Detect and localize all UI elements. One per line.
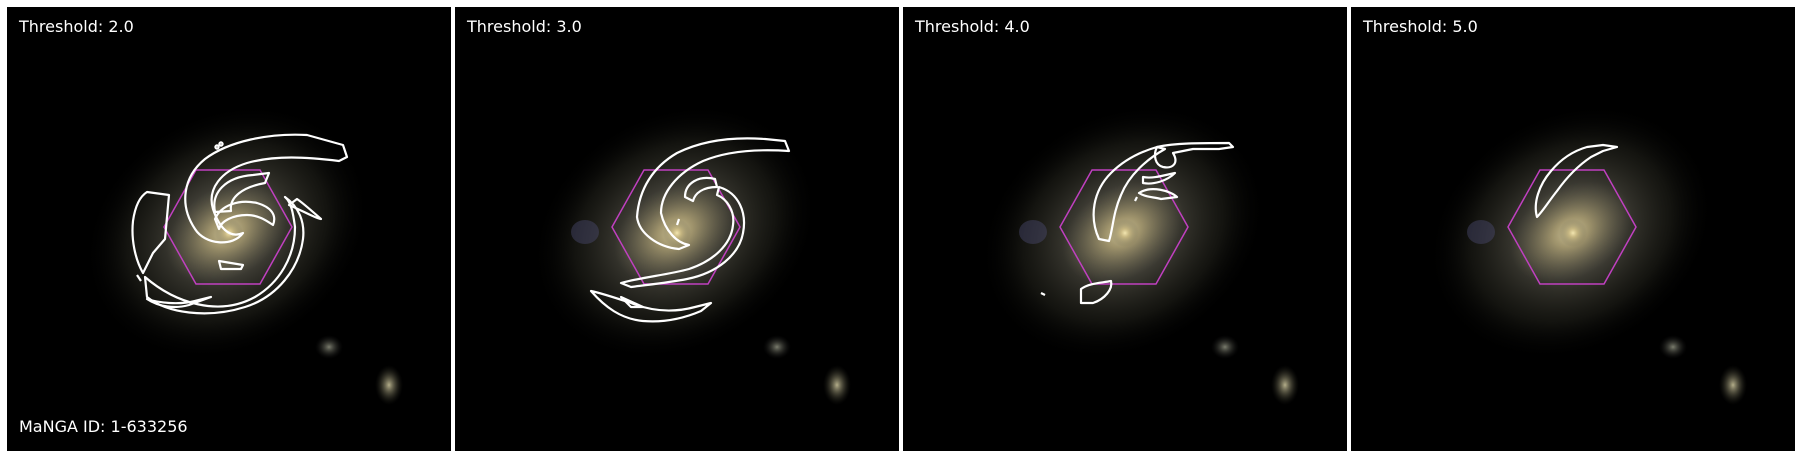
threshold-contour [1534, 143, 1619, 219]
threshold-label: Threshold: 5.0 [1363, 17, 1478, 36]
galaxy-panel-threshold-4: Threshold: 4.0 [903, 7, 1347, 451]
ifu-hexagon [163, 169, 293, 285]
manga-id-label: MaNGA ID: 1-633256 [19, 417, 188, 436]
galaxy-image [979, 103, 1299, 405]
galaxy-panel-threshold-3: Threshold: 3.0 [455, 7, 899, 451]
galaxy-panel-threshold-5: Threshold: 5.0 [1351, 7, 1795, 451]
ifu-hexagon [1507, 169, 1637, 285]
threshold-contour [131, 133, 349, 315]
threshold-label: Threshold: 3.0 [467, 17, 582, 36]
threshold-label: Threshold: 4.0 [915, 17, 1030, 36]
threshold-label: Threshold: 2.0 [19, 17, 134, 36]
galaxy-image [1427, 103, 1747, 405]
galaxy-image [531, 103, 851, 405]
galaxy-panel-threshold-2: Threshold: 2.0 MaNGA ID: 1-633256 [7, 7, 451, 451]
ifu-hexagon [1059, 169, 1189, 285]
threshold-contour [1040, 141, 1235, 305]
galaxy-image [83, 103, 403, 405]
ifu-hexagon [611, 169, 741, 285]
threshold-contour [589, 137, 791, 323]
